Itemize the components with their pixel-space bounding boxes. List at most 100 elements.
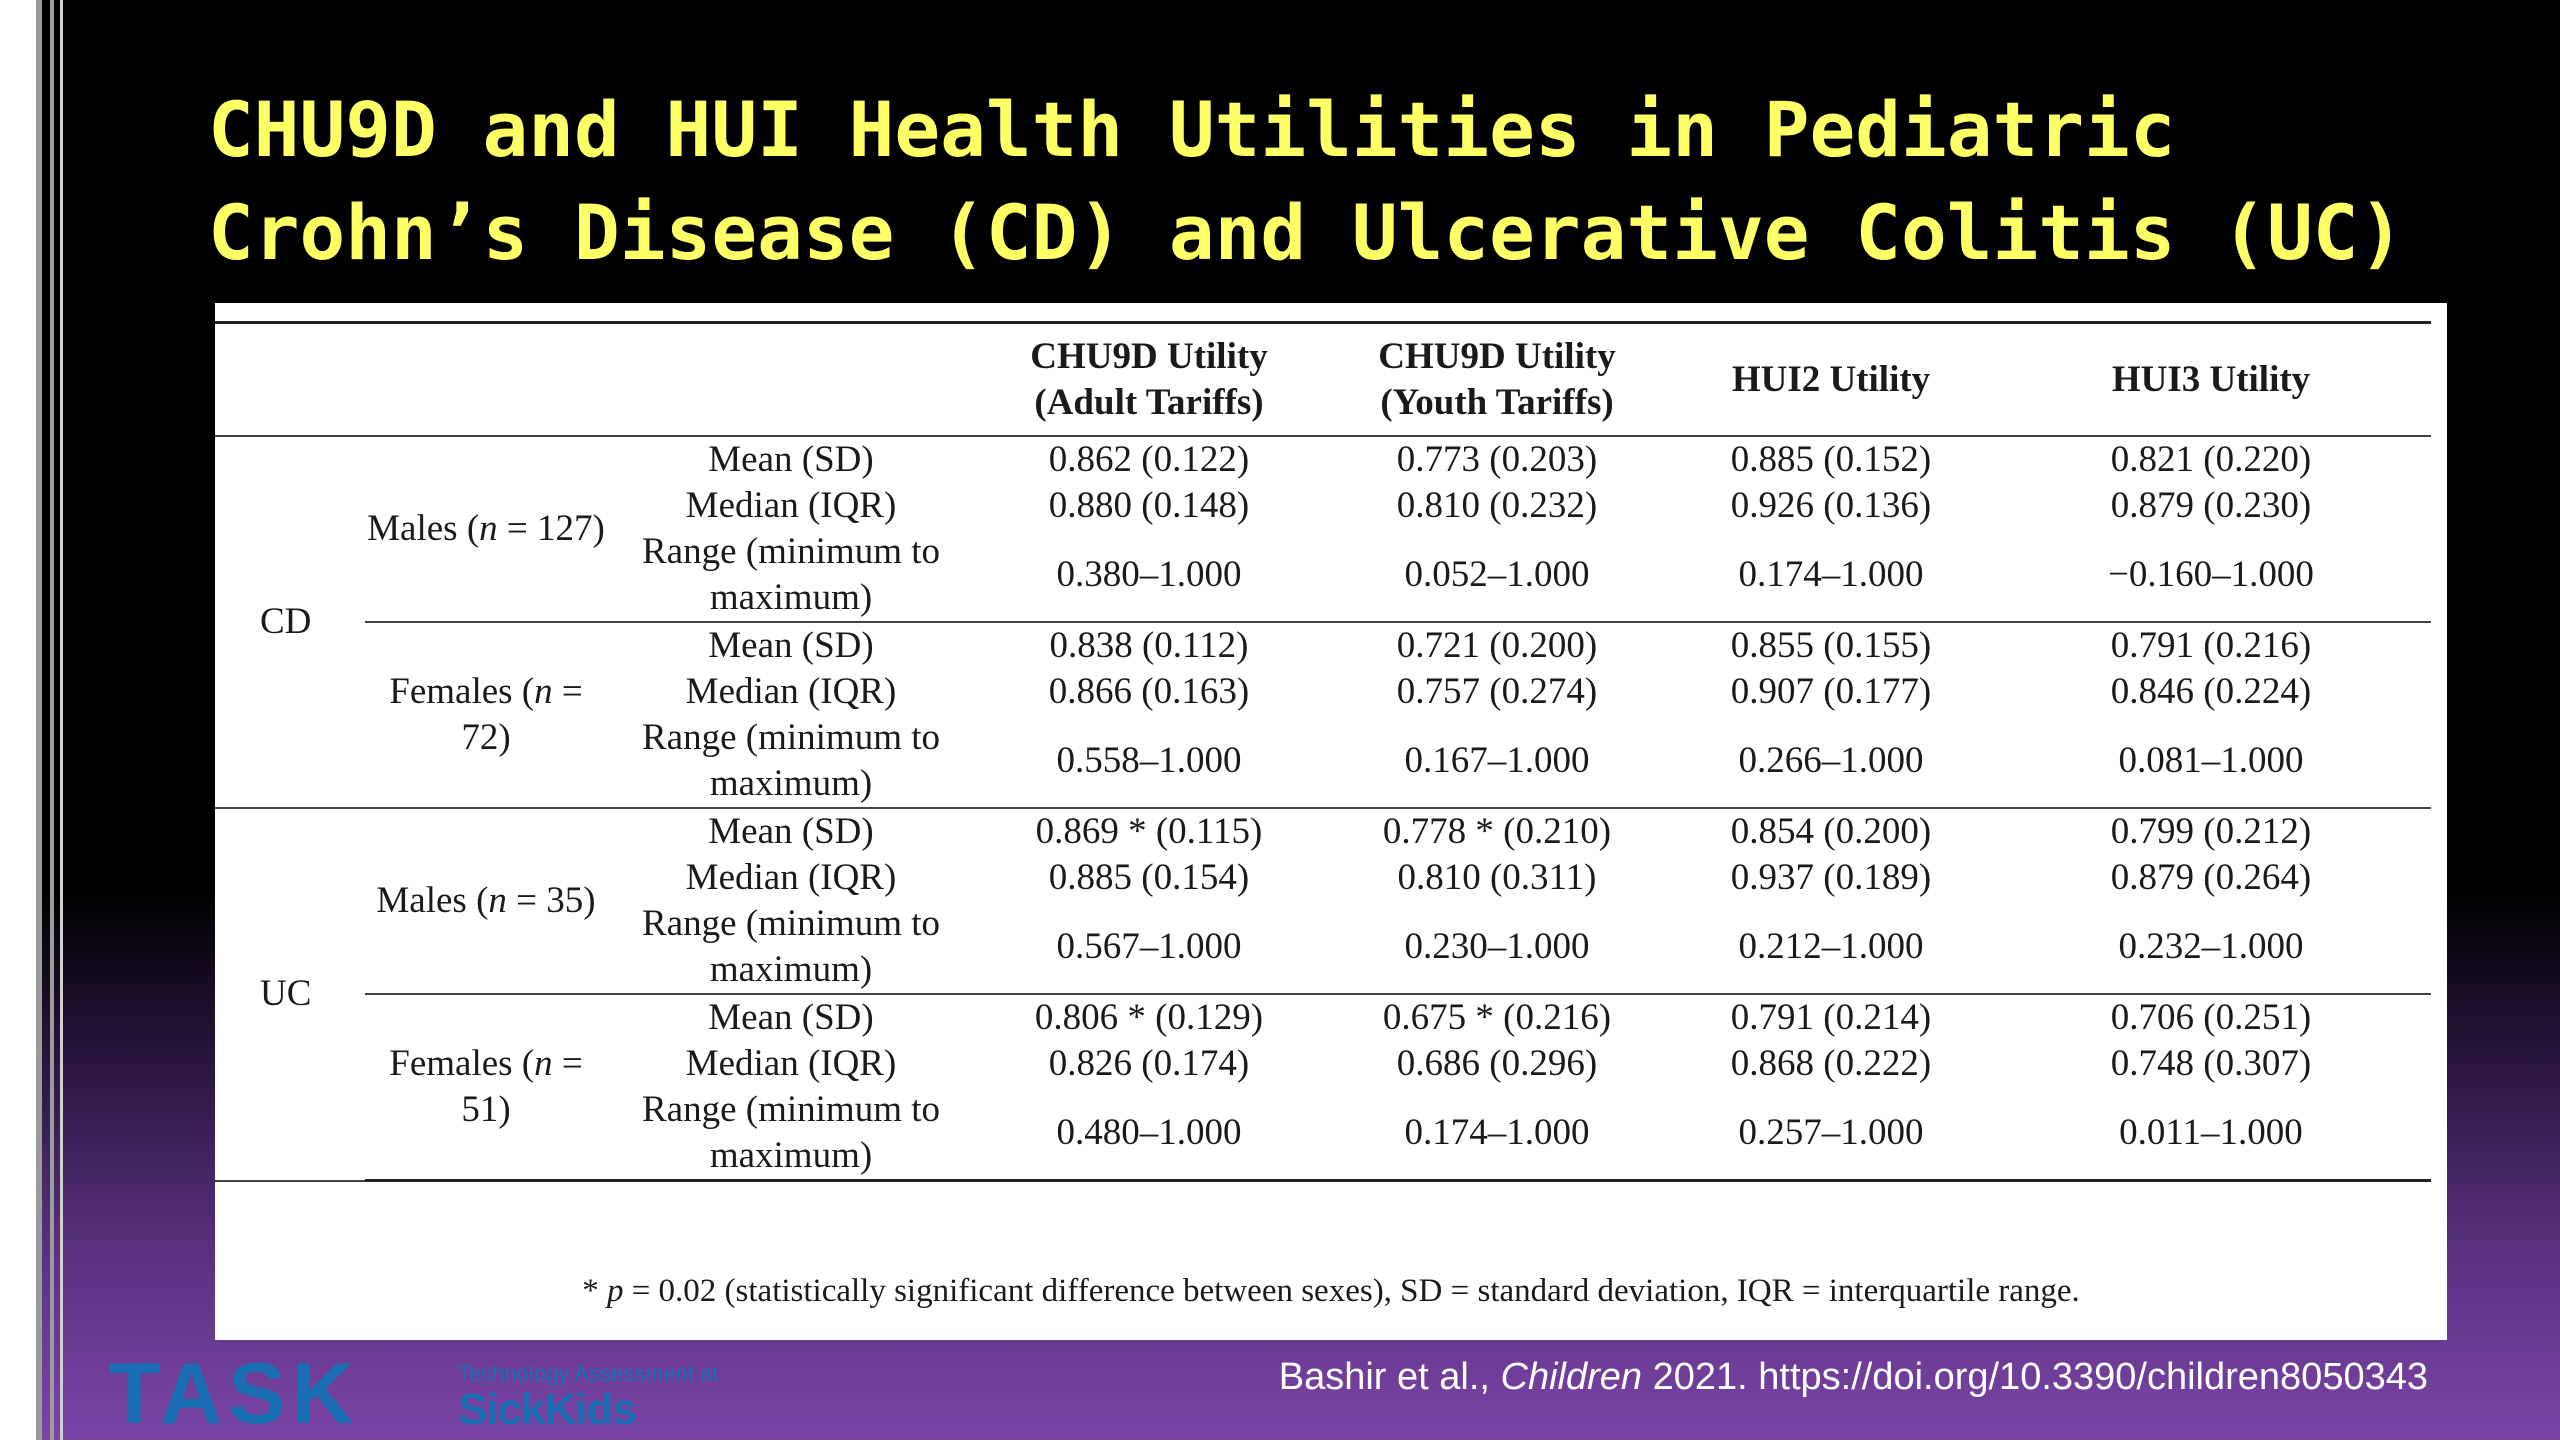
table-row: Range (minimum to maximum) 0.567–1.000 0.23… bbox=[215, 901, 2431, 995]
slide-title-line-2: Crohn’s Disease (CD) and Ulcerative Coli… bbox=[208, 188, 2405, 277]
citation-authors: Bashir et al., bbox=[1278, 1356, 1501, 1398]
table-row: CD Males (n = 127) Mean (SD) 0.862 (0.122) 0… bbox=[215, 436, 2431, 809]
table-cell: 0.212–1.000 bbox=[1671, 901, 1991, 995]
table-cell: 0.791 (0.214) bbox=[1730, 997, 1932, 1038]
subgroup-label: Males (n = 127) bbox=[365, 436, 607, 623]
subgroup-label-count: = 72) bbox=[461, 671, 583, 758]
subgroup-label-text: Males ( bbox=[367, 508, 480, 549]
table-cell: 0.879 (0.264) bbox=[2110, 857, 2312, 898]
table-row: Median (IQR) 0.866 (0.163) 0.757 (0.274) 0.… bbox=[215, 669, 2431, 715]
table-row: Median (IQR) 0.885 (0.154) 0.810 (0.311) 0.… bbox=[215, 855, 2431, 901]
table-cell: 0.232–1.000 bbox=[1991, 901, 2431, 995]
group-label: CD bbox=[215, 436, 365, 809]
header-blank bbox=[607, 321, 975, 437]
table-cell: 0.081–1.000 bbox=[1991, 715, 2431, 809]
table-cell: 0.810 (0.232) bbox=[1396, 485, 1598, 526]
stat-label-median: Median (IQR) bbox=[685, 1043, 897, 1084]
subgroup-label-text: Males ( bbox=[376, 880, 489, 921]
table-cell: 0.907 (0.177) bbox=[1730, 671, 1932, 712]
table-cell: 0.885 (0.154) bbox=[1048, 857, 1250, 898]
header-text: (Adult Tariffs) bbox=[1034, 381, 1264, 423]
table-cell: 0.675 * (0.216) bbox=[1382, 997, 1612, 1038]
header-text: CHU9D Utility bbox=[1030, 335, 1268, 377]
header-text: (Youth Tariffs) bbox=[1380, 381, 1614, 423]
table-cell: 0.869 * (0.115) bbox=[1035, 811, 1263, 852]
group-label: UC bbox=[215, 808, 365, 1182]
table-cell: 0.174–1.000 bbox=[1323, 1087, 1671, 1182]
table-header-row: CHU9D Utility (Adult Tariffs) CHU9D Util… bbox=[215, 321, 2431, 437]
table-cell: 0.380–1.000 bbox=[975, 529, 1323, 623]
stat-label-text: Range (minimum to bbox=[641, 1089, 941, 1130]
margin-rule bbox=[60, 0, 63, 1440]
subgroup-label-text: Females ( bbox=[389, 1043, 535, 1084]
table-cell: 0.862 (0.122) bbox=[1048, 439, 1250, 480]
table-cell: 0.826 (0.174) bbox=[1048, 1043, 1250, 1084]
citation-rest: 2021. https://doi.org/10.3390/children80… bbox=[1642, 1356, 2428, 1398]
header-text: CHU9D Utility bbox=[1378, 335, 1616, 377]
stat-label-text: Range (minimum to bbox=[641, 531, 941, 572]
margin-rule bbox=[50, 0, 54, 1440]
n-symbol: n bbox=[534, 1043, 553, 1084]
table-body: CD Males (n = 127) Mean (SD) 0.862 (0.122) 0… bbox=[215, 436, 2431, 1182]
header-blank bbox=[215, 321, 365, 437]
subgroup-label-count: = 51) bbox=[461, 1043, 583, 1130]
table-panel: CHU9D Utility (Adult Tariffs) CHU9D Util… bbox=[215, 303, 2447, 1340]
subgroup-label-count: = 35) bbox=[506, 880, 596, 921]
table-cell: 0.846 (0.224) bbox=[2110, 671, 2312, 712]
header-chu9d-adult: CHU9D Utility (Adult Tariffs) bbox=[975, 321, 1323, 437]
stat-label-mean: Mean (SD) bbox=[708, 439, 874, 480]
table-cell: 0.558–1.000 bbox=[975, 715, 1323, 809]
header-hui2: HUI2 Utility bbox=[1671, 321, 1991, 437]
table-cell: 0.174–1.000 bbox=[1671, 529, 1991, 623]
margin-rule bbox=[36, 0, 42, 1440]
table-footnote: * p = 0.02 (statistically significant di… bbox=[215, 1273, 2447, 1310]
table-row: Range (minimum to maximum) 0.558–1.000 0.16… bbox=[215, 715, 2431, 809]
stat-label-text: maximum) bbox=[709, 949, 873, 990]
table-cell: 0.567–1.000 bbox=[975, 901, 1323, 995]
table-cell: 0.810 (0.311) bbox=[1397, 857, 1597, 898]
table-row: Range (minimum to maximum) 0.480–1.000 0.17… bbox=[215, 1087, 2431, 1182]
task-sickkids-logo: TASK Technology Assessment at SickKids bbox=[108, 1349, 828, 1439]
n-symbol: n bbox=[488, 880, 507, 921]
table-cell: 0.821 (0.220) bbox=[2110, 439, 2312, 480]
slide-title: CHU9D and HUI Health Utilities in Pediat… bbox=[208, 78, 2508, 284]
citation: Bashir et al., Children 2021. https://do… bbox=[1279, 1356, 2428, 1399]
stat-label-range: Range (minimum to maximum) bbox=[607, 715, 975, 809]
stat-label-mean: Mean (SD) bbox=[708, 997, 874, 1038]
stat-label-mean: Mean (SD) bbox=[708, 625, 874, 666]
table-cell: 0.879 (0.230) bbox=[2110, 485, 2312, 526]
table-cell: 0.868 (0.222) bbox=[1730, 1043, 1932, 1084]
subgroup-label: Males (n = 35) bbox=[365, 808, 607, 995]
table-cell: 0.885 (0.152) bbox=[1730, 439, 1932, 480]
stat-label-text: maximum) bbox=[709, 763, 873, 804]
table-cell: 0.866 (0.163) bbox=[1048, 671, 1250, 712]
table-row: Range (minimum to maximum) 0.380–1.000 0.05… bbox=[215, 529, 2431, 623]
table-cell: 0.266–1.000 bbox=[1671, 715, 1991, 809]
table-row: Females (n = 72) Mean (SD) 0.838 (0.112) 0.… bbox=[215, 622, 2431, 809]
table-cell: 0.721 (0.200) bbox=[1396, 625, 1598, 666]
stat-label-range: Range (minimum to maximum) bbox=[607, 1087, 975, 1182]
table-cell: 0.167–1.000 bbox=[1323, 715, 1671, 809]
table-cell: 0.011–1.000 bbox=[1991, 1087, 2431, 1182]
table-cell: 0.855 (0.155) bbox=[1730, 625, 1932, 666]
stat-label-range: Range (minimum to maximum) bbox=[607, 901, 975, 995]
footnote-p-symbol: p bbox=[606, 1273, 624, 1309]
table-cell: 0.748 (0.307) bbox=[2110, 1043, 2312, 1084]
table-cell: 0.480–1.000 bbox=[975, 1087, 1323, 1182]
subgroup-label: Females (n = 72) bbox=[365, 622, 607, 809]
stat-label-range: Range (minimum to maximum) bbox=[607, 529, 975, 623]
table-row: Median (IQR) 0.826 (0.174) 0.686 (0.296) 0.… bbox=[215, 1041, 2431, 1087]
stat-label-median: Median (IQR) bbox=[685, 671, 897, 712]
table-cell: 0.757 (0.274) bbox=[1396, 671, 1598, 712]
table-cell: 0.880 (0.148) bbox=[1048, 485, 1250, 526]
header-blank bbox=[365, 321, 607, 437]
stat-label-text: maximum) bbox=[709, 577, 873, 618]
header-hui3: HUI3 Utility bbox=[1991, 321, 2431, 437]
task-logo-word: TASK bbox=[108, 1346, 360, 1442]
table-row: Females (n = 51) Mean (SD) 0.806 * (0.129)… bbox=[215, 994, 2431, 1182]
table-cell: 0.778 * (0.210) bbox=[1382, 811, 1612, 852]
table-cell: 0.230–1.000 bbox=[1323, 901, 1671, 995]
n-symbol: n bbox=[534, 671, 553, 712]
table-cell: 0.806 * (0.129) bbox=[1034, 997, 1264, 1038]
stat-label-text: Range (minimum to bbox=[641, 717, 941, 758]
